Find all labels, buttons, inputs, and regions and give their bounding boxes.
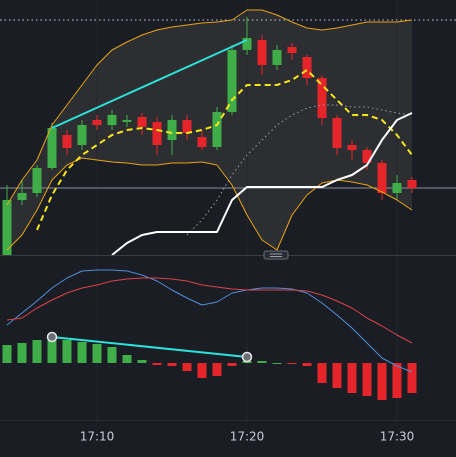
histogram-bar — [332, 363, 342, 388]
indicator-line — [6, 277, 413, 344]
candle-body — [287, 47, 297, 53]
candle-body — [152, 122, 162, 145]
candle-body — [227, 50, 237, 112]
indicator-line — [6, 269, 413, 373]
histogram-bar — [377, 363, 387, 400]
histogram-bar — [272, 363, 282, 364]
histogram-bar — [2, 345, 12, 363]
histogram-bar — [347, 363, 357, 393]
histogram-bar — [407, 363, 417, 393]
candle-body — [167, 120, 177, 140]
candle-body — [347, 145, 357, 150]
candle-body — [302, 57, 312, 78]
histogram-bar — [122, 355, 132, 363]
candle-body — [137, 117, 147, 127]
candle-body — [362, 150, 372, 163]
histogram-bar — [287, 363, 297, 364]
candle-body — [407, 180, 417, 188]
histogram-bar — [182, 363, 192, 371]
histogram-bar — [227, 363, 237, 366]
trend-anchor — [241, 351, 253, 363]
trend-line — [51, 39, 248, 129]
macd-panel — [2, 257, 417, 420]
indicator-line — [6, 9, 413, 206]
candle-body — [332, 118, 342, 148]
histogram-bar — [167, 363, 177, 366]
candle-body — [62, 135, 72, 148]
histogram-bar — [137, 360, 147, 363]
histogram-bar — [77, 342, 87, 363]
histogram-bar — [302, 363, 312, 366]
candle-body — [317, 78, 327, 118]
trend-anchor — [46, 331, 58, 343]
histogram-bar — [362, 363, 372, 396]
candle-body — [212, 112, 222, 147]
candle-body — [47, 128, 57, 168]
histogram-bar — [257, 361, 267, 363]
histogram-bar — [212, 363, 222, 376]
candle-body — [77, 125, 87, 145]
histogram-bar — [62, 340, 72, 363]
time-axis: 17:10 17:20 17:30 — [80, 430, 415, 444]
candle-body — [32, 168, 42, 193]
candle-body — [242, 38, 252, 50]
indicator-line — [6, 157, 413, 251]
panel-resize-handle[interactable] — [263, 250, 289, 260]
candle-body — [122, 120, 132, 122]
candle-body — [17, 193, 27, 200]
candle-body — [197, 137, 207, 147]
candle-body — [92, 120, 102, 125]
histogram-bar — [17, 343, 27, 363]
histogram-bar — [92, 344, 102, 363]
histogram-bar — [197, 363, 207, 378]
candle-body — [392, 183, 402, 193]
histogram-bar — [47, 337, 57, 363]
x-tick-label: 17:10 — [80, 430, 115, 444]
indicator-line — [111, 112, 413, 255]
histogram-bar — [32, 340, 42, 363]
histogram-bar — [392, 363, 402, 398]
candle-body — [377, 163, 387, 193]
candle-body — [182, 120, 192, 133]
trend-line — [51, 336, 248, 358]
candle-body — [272, 50, 282, 65]
price-panel — [0, 9, 456, 255]
candle-body — [257, 40, 267, 65]
histogram-bar — [107, 347, 117, 363]
histogram-bar — [317, 363, 327, 383]
candle-body — [107, 115, 117, 125]
histogram-bar — [152, 363, 162, 365]
x-tick-label: 17:30 — [380, 430, 415, 444]
candle-body — [2, 200, 12, 255]
x-tick-label: 17:20 — [230, 430, 265, 444]
